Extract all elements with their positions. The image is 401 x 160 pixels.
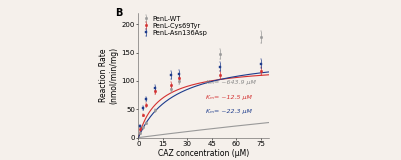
Legend: PenL-WT, PenL-Cys69Tyr, PenL-Asn136Asp: PenL-WT, PenL-Cys69Tyr, PenL-Asn136Asp	[142, 15, 208, 36]
Text: Kₘ= ~12.5 μM: Kₘ= ~12.5 μM	[206, 95, 252, 100]
Text: Kₘ= ~22.3 μM: Kₘ= ~22.3 μM	[206, 109, 252, 114]
X-axis label: CAZ concentration (μM): CAZ concentration (μM)	[158, 149, 249, 158]
Text: B: B	[115, 8, 122, 18]
Y-axis label: Reaction Rate
(nmol/min/mg): Reaction Rate (nmol/min/mg)	[99, 47, 119, 104]
Text: Kₘ= ~643.9 μM: Kₘ= ~643.9 μM	[206, 80, 256, 85]
